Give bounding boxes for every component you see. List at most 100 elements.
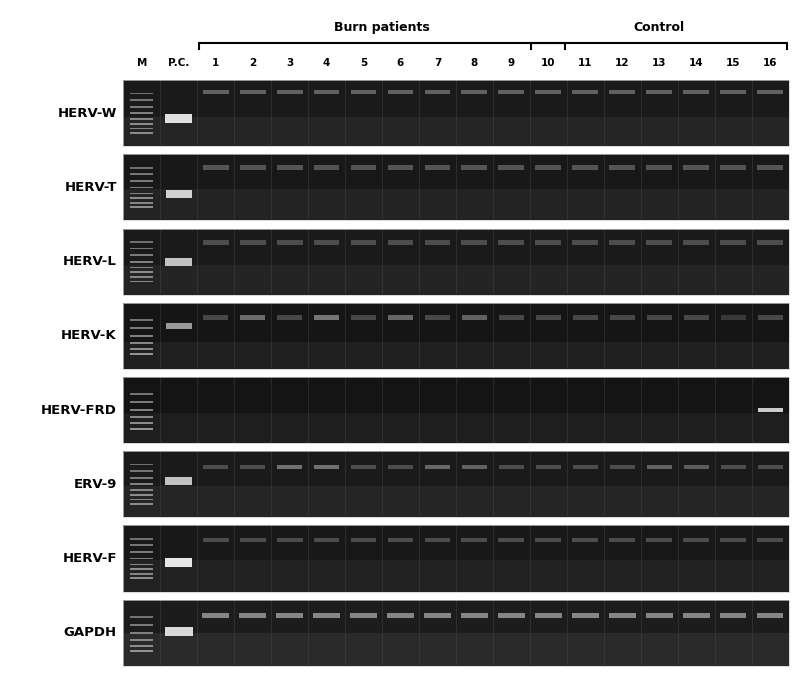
Bar [123,560,789,592]
Bar [572,465,598,469]
Bar [757,90,783,95]
Bar [123,189,789,220]
Text: 16: 16 [763,58,778,68]
Text: 1: 1 [212,58,219,68]
Bar [123,413,789,443]
Text: 2: 2 [249,58,256,68]
Bar [130,248,153,250]
Bar [387,165,413,170]
Bar [498,240,525,245]
Bar [313,538,339,543]
Bar [130,261,153,262]
Bar [572,315,598,320]
Text: 7: 7 [434,58,441,68]
Bar [461,613,487,618]
Bar [720,90,747,95]
Bar [130,401,153,403]
Bar [720,315,746,320]
Bar [123,486,789,517]
Bar [535,90,561,95]
Bar [498,465,524,469]
Bar [130,564,153,565]
Bar [130,112,153,114]
Bar [123,154,789,189]
Bar [720,613,747,618]
Bar [123,116,789,146]
Bar [387,538,413,543]
Bar [130,573,153,575]
Bar [757,538,783,543]
Bar [130,319,153,321]
Bar [498,538,525,543]
Bar [130,490,153,491]
Bar [720,538,747,543]
Bar [130,342,153,344]
Bar [240,315,266,320]
Bar [130,428,153,430]
Bar [757,613,783,618]
Bar [130,409,153,411]
Bar [461,90,487,95]
Bar [314,465,339,469]
Bar [425,90,451,95]
Bar [684,465,709,469]
Bar [536,465,561,469]
Bar [683,90,709,95]
Bar [130,498,153,500]
Bar [313,90,339,95]
Bar [277,315,302,320]
Bar [684,315,709,320]
Bar [572,90,599,95]
Bar [130,348,153,350]
Bar [610,465,635,469]
Bar [351,315,376,320]
Bar [425,165,451,170]
Bar [535,240,561,245]
Bar [239,538,266,543]
Bar [123,154,789,220]
Bar [462,465,487,469]
Bar [572,240,599,245]
Bar [123,343,789,369]
Bar [123,80,789,116]
Bar [239,165,266,170]
Bar [387,240,413,245]
Bar [277,613,303,618]
Bar [165,558,192,566]
Bar [130,281,153,282]
Bar [203,613,229,618]
Bar [123,303,789,369]
Bar [757,165,783,170]
Bar [572,538,599,543]
Bar [130,207,153,208]
Bar [165,114,192,123]
Bar [313,240,339,245]
Bar [165,258,192,266]
Bar [535,613,561,618]
Bar [130,192,153,194]
Bar [277,465,302,469]
Bar [123,526,789,560]
Bar [646,315,672,320]
Bar [130,173,153,175]
Bar [130,123,153,124]
Bar [130,254,153,256]
Bar [203,465,228,469]
Text: GAPDH: GAPDH [64,626,117,639]
Text: HERV-T: HERV-T [64,181,117,194]
Bar [498,90,525,95]
Bar [130,624,153,626]
Bar [130,616,153,618]
Bar [388,315,413,320]
Bar [609,90,635,95]
Bar [130,416,153,418]
Bar [610,315,635,320]
Bar [314,315,339,320]
Bar [130,494,153,496]
Bar [123,526,789,592]
Bar [130,639,153,641]
Bar [351,613,377,618]
Text: 11: 11 [578,58,592,68]
Text: Burn patients: Burn patients [334,20,430,34]
Bar [572,165,599,170]
